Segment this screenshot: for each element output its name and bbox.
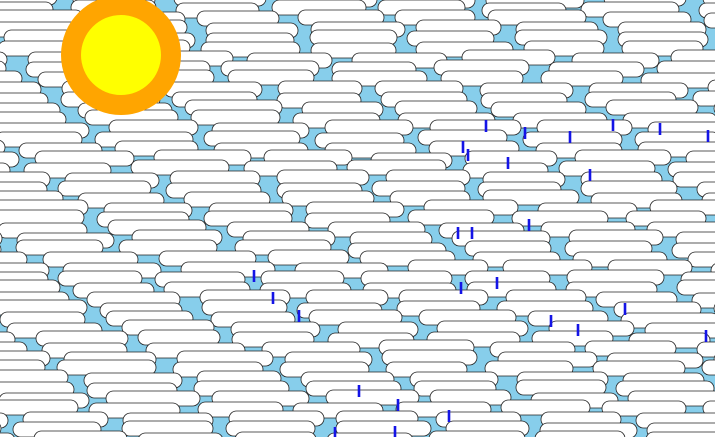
cloud	[327, 432, 413, 437]
cloud	[646, 431, 715, 437]
cloud	[534, 430, 626, 437]
cloud	[696, 341, 715, 358]
cloud	[703, 12, 715, 29]
cloud	[0, 432, 15, 437]
cloud	[692, 90, 715, 107]
cloud	[701, 359, 715, 376]
cloud	[0, 245, 2, 254]
cloud	[138, 432, 223, 437]
cloud	[702, 400, 715, 417]
cloud	[0, 424, 2, 433]
sun	[61, 0, 181, 115]
cloud	[676, 279, 715, 296]
cloud	[33, 430, 128, 437]
cloud	[687, 251, 715, 268]
raindrop-layer	[252, 119, 710, 437]
cloud	[0, 232, 3, 245]
cloud	[540, 70, 624, 87]
cloud	[0, 140, 6, 155]
cloud	[0, 412, 9, 429]
cloud	[235, 431, 316, 437]
cloud	[428, 430, 526, 437]
sun-core	[81, 15, 161, 95]
